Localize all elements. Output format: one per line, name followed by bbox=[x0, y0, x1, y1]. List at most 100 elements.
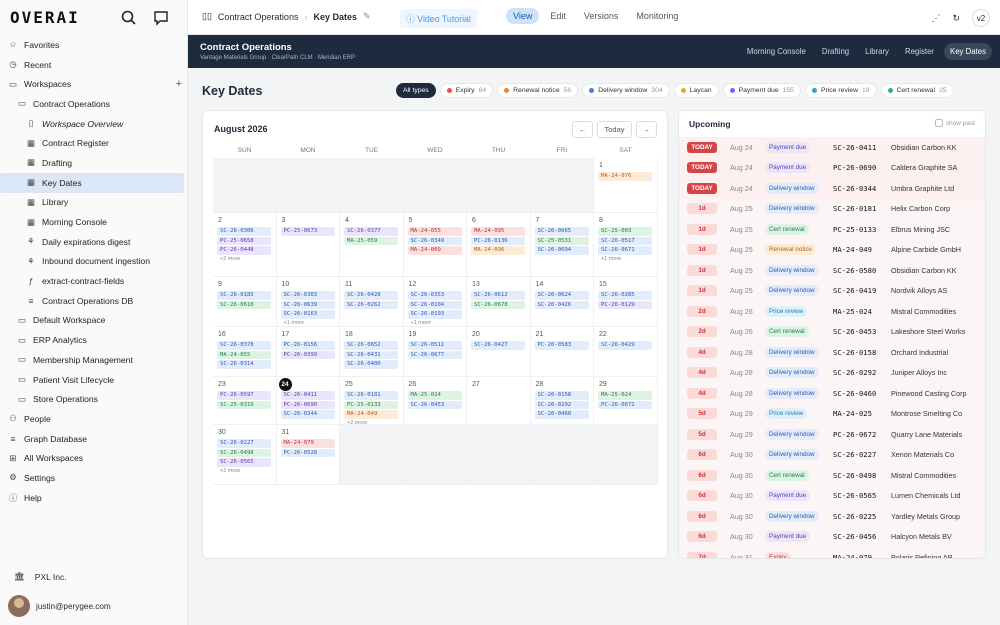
calendar-day[interactable]: 14 SC-26-0624 SC-26-0426 bbox=[530, 277, 594, 327]
user-menu[interactable]: justin@perygee.com bbox=[8, 595, 111, 617]
calendar-event[interactable]: SC-26-0624 bbox=[534, 291, 589, 300]
calendar-event[interactable]: PC-26-0399 bbox=[280, 350, 335, 359]
calendar-event[interactable]: PC-26-0129 bbox=[598, 300, 652, 309]
sidebar-item-drafting[interactable]: ▦ Drafting bbox=[0, 153, 188, 173]
calendar-day[interactable]: 30 SC-26-0227 SC-26-0498 SC-26-0565 +2 more bbox=[213, 425, 277, 485]
calendar-day[interactable]: 22 SC-26-0429 bbox=[594, 327, 658, 377]
upcoming-row[interactable]: 4d Aug 28 Delivery window SC-26-0292 Juniper… bbox=[679, 362, 985, 383]
upcoming-row[interactable]: 2d Aug 26 Price review MA-25-024 Mistral Com… bbox=[679, 301, 985, 322]
calendar-day[interactable]: 11 SC-26-0428 SC-26-0262 bbox=[340, 277, 404, 327]
calendar-day[interactable]: 17 PC-26-0156 PC-26-0399 bbox=[276, 327, 340, 377]
calendar-event[interactable]: MA-25-024 bbox=[598, 391, 652, 400]
calendar-event[interactable]: MA-24-079 bbox=[280, 439, 335, 448]
tab-morning-console[interactable]: Morning Console bbox=[746, 47, 806, 56]
calendar-event[interactable]: SC-26-0678 bbox=[471, 300, 525, 309]
calendar-day[interactable]: 8 SC-25-003 SC-26-0517 SC-26-0671 +1 more bbox=[594, 213, 658, 277]
calendar-day[interactable]: 27 bbox=[467, 377, 531, 425]
calendar-event[interactable]: MA-24-009 bbox=[407, 246, 462, 255]
calendar-event[interactable]: PC-26-0672 bbox=[598, 400, 652, 409]
checkbox[interactable] bbox=[934, 119, 943, 127]
calendar-event[interactable]: SC-26-0453 bbox=[407, 400, 462, 409]
prev-month-button[interactable]: ← bbox=[571, 121, 594, 138]
calendar-day[interactable]: 1 MA-24-076 bbox=[594, 158, 658, 213]
upcoming-row[interactable]: TODAY Aug 24 Payment due SC-26-0411 Obsidian… bbox=[679, 137, 985, 158]
calendar-event[interactable]: SC-26-0517 bbox=[598, 236, 652, 245]
sidebar-item-morning-console[interactable]: ▦ Morning Console bbox=[0, 212, 188, 232]
calendar-event[interactable]: SC-26-0378 bbox=[217, 341, 271, 350]
filter-expiry[interactable]: Expiry 64 bbox=[439, 83, 494, 98]
tab-register[interactable]: Register bbox=[904, 47, 935, 56]
calendar-day[interactable]: 21 PC-26-0583 bbox=[530, 327, 594, 377]
version-badge[interactable]: v2 bbox=[972, 9, 990, 27]
upcoming-row[interactable]: 5d Aug 29 Delivery window PC-26-0672 Quarry … bbox=[679, 424, 985, 445]
upcoming-row[interactable]: 1d Aug 25 Delivery window SC-26-0181 Helix C… bbox=[679, 198, 985, 219]
calendar-day[interactable]: 4 SC-26-0377 MA-25-059 bbox=[340, 213, 404, 277]
sidebar-item-workspace-overview[interactable]: ▯ Workspace Overview bbox=[0, 114, 188, 134]
calendar-day[interactable]: 13 SC-26-0612 SC-26-0678 bbox=[467, 277, 531, 327]
calendar-event[interactable]: SC-26-0428 bbox=[344, 291, 398, 300]
calendar-day[interactable]: 31 MA-24-079 PC-26-0528 bbox=[276, 425, 340, 485]
calendar-event[interactable]: SC-26-0163 bbox=[280, 310, 335, 319]
upcoming-row[interactable]: 6d Aug 30 Delivery window SC-26-0225 Yardley… bbox=[679, 506, 985, 527]
sidebar-item-extract-contract-fields[interactable]: ƒ extract-contract-fields bbox=[0, 271, 188, 291]
calendar-day[interactable]: 16 SC-26-0378 MA-24-055 SC-26-0314 bbox=[213, 327, 277, 377]
calendar-event[interactable]: SC-26-0383 bbox=[280, 291, 335, 300]
calendar-event[interactable]: SC-26-0349 bbox=[407, 236, 462, 245]
more-events-link[interactable]: +2 more bbox=[347, 419, 368, 426]
calendar-event[interactable]: SC-26-0612 bbox=[471, 291, 525, 300]
sidebar-item-workspaces[interactable]: ▭ Workspaces + bbox=[0, 74, 188, 94]
filter-renewal-notice[interactable]: Renewal notice 56 bbox=[497, 83, 579, 98]
calendar-event[interactable]: SC-26-0498 bbox=[217, 448, 271, 457]
calendar-event[interactable]: PC-26-0690 bbox=[280, 400, 335, 409]
calendar-event[interactable]: PC-26-0448 bbox=[217, 246, 271, 255]
upcoming-row[interactable]: 4d Aug 28 Delivery window SC-26-0460 Pinewoo… bbox=[679, 383, 985, 404]
calendar-event[interactable]: SC-26-0292 bbox=[534, 400, 589, 409]
calendar-event[interactable]: MA-25-024 bbox=[407, 391, 462, 400]
filter-price-review[interactable]: Price review 19 bbox=[804, 83, 877, 98]
calendar-day[interactable]: 28 SC-26-0158 SC-26-0292 SC-26-0460 bbox=[530, 377, 594, 425]
sidebar-item-inbound-document-ingestion[interactable]: ⚘ Inbound document ingestion bbox=[0, 252, 188, 272]
calendar-event[interactable]: SC-25-0319 bbox=[217, 400, 271, 409]
mode-versions[interactable]: Versions bbox=[583, 11, 619, 21]
calendar-event[interactable]: SC-26-0104 bbox=[407, 300, 462, 309]
calendar-event[interactable]: SC-26-0411 bbox=[280, 391, 335, 400]
calendar-event[interactable]: MA-24-055 bbox=[217, 350, 271, 359]
upcoming-row[interactable]: 6d Aug 30 Payment due SC-26-0456 Halcyon Met… bbox=[679, 526, 985, 547]
calendar-day[interactable]: 2 SC-26-0306 PC-25-0658 PC-26-0448 +2 more bbox=[213, 213, 277, 277]
upcoming-row[interactable]: 7d Aug 31 Expiry MA-24-079 Polaris Refining … bbox=[679, 547, 985, 558]
filter-all-types[interactable]: All types bbox=[396, 83, 436, 98]
today-button[interactable]: Today bbox=[597, 121, 632, 138]
upcoming-row[interactable]: 1d Aug 25 Cert renewal PC-25-0133 Elbrus Min… bbox=[679, 219, 985, 240]
sidebar-item-all-workspaces[interactable]: ⊞ All Workspaces bbox=[0, 448, 188, 468]
calendar-event[interactable]: SC-26-0185 bbox=[217, 291, 271, 300]
calendar-event[interactable]: SC-26-0511 bbox=[407, 341, 462, 350]
calendar-event[interactable]: MA-24-096 bbox=[471, 246, 525, 255]
calendar-day[interactable]: 29 MA-25-024 PC-26-0672 bbox=[594, 377, 658, 425]
calendar-event[interactable]: SC-26-0377 bbox=[344, 227, 398, 236]
calendar-day[interactable]: 19 SC-26-0511 SC-26-0677 bbox=[403, 327, 467, 377]
calendar-event[interactable]: SC-26-0344 bbox=[280, 410, 335, 419]
pencil-icon[interactable]: ✎ bbox=[362, 11, 371, 21]
more-events-link[interactable]: +1 more bbox=[410, 319, 431, 326]
calendar-event[interactable]: SC-26-0639 bbox=[280, 300, 335, 309]
calendar-event[interactable]: PC-25-0133 bbox=[344, 400, 398, 409]
calendar-day[interactable]: 3 PC-25-0673 bbox=[276, 213, 340, 277]
calendar-event[interactable]: SC-26-0565 bbox=[217, 458, 271, 467]
calendar-event[interactable]: SC-26-0227 bbox=[217, 439, 271, 448]
calendar-event[interactable]: SC-26-0193 bbox=[407, 310, 462, 319]
filter-payment-due[interactable]: Payment due 155 bbox=[722, 83, 801, 98]
sidebar-item-contract-operations-db[interactable]: ≡ Contract Operations DB bbox=[0, 291, 188, 311]
calendar-event[interactable]: SC-26-0427 bbox=[471, 341, 525, 350]
upcoming-row[interactable]: 1d Aug 25 Delivery window SC-26-0580 Obsidia… bbox=[679, 260, 985, 281]
search-icon[interactable] bbox=[120, 9, 138, 27]
filter-delivery-window[interactable]: Delivery window 304 bbox=[582, 83, 670, 98]
calendar-event[interactable]: SC-26-0431 bbox=[344, 350, 398, 359]
calendar-event[interactable]: SC-26-0652 bbox=[344, 341, 398, 350]
calendar-event[interactable]: PC-26-0597 bbox=[217, 391, 271, 400]
calendar-event[interactable]: SC-26-0353 bbox=[407, 291, 462, 300]
share-icon[interactable]: ⋰ bbox=[931, 12, 941, 23]
upcoming-row[interactable]: TODAY Aug 24 Payment due PC-26-0690 Caldera … bbox=[679, 157, 985, 178]
calendar-day[interactable]: 18 SC-26-0652 SC-26-0431 SC-26-0400 bbox=[340, 327, 404, 377]
calendar-day[interactable]: 24 SC-26-0411 PC-26-0690 SC-26-0344 bbox=[276, 377, 340, 425]
calendar-event[interactable]: PC-26-0136 bbox=[471, 236, 525, 245]
